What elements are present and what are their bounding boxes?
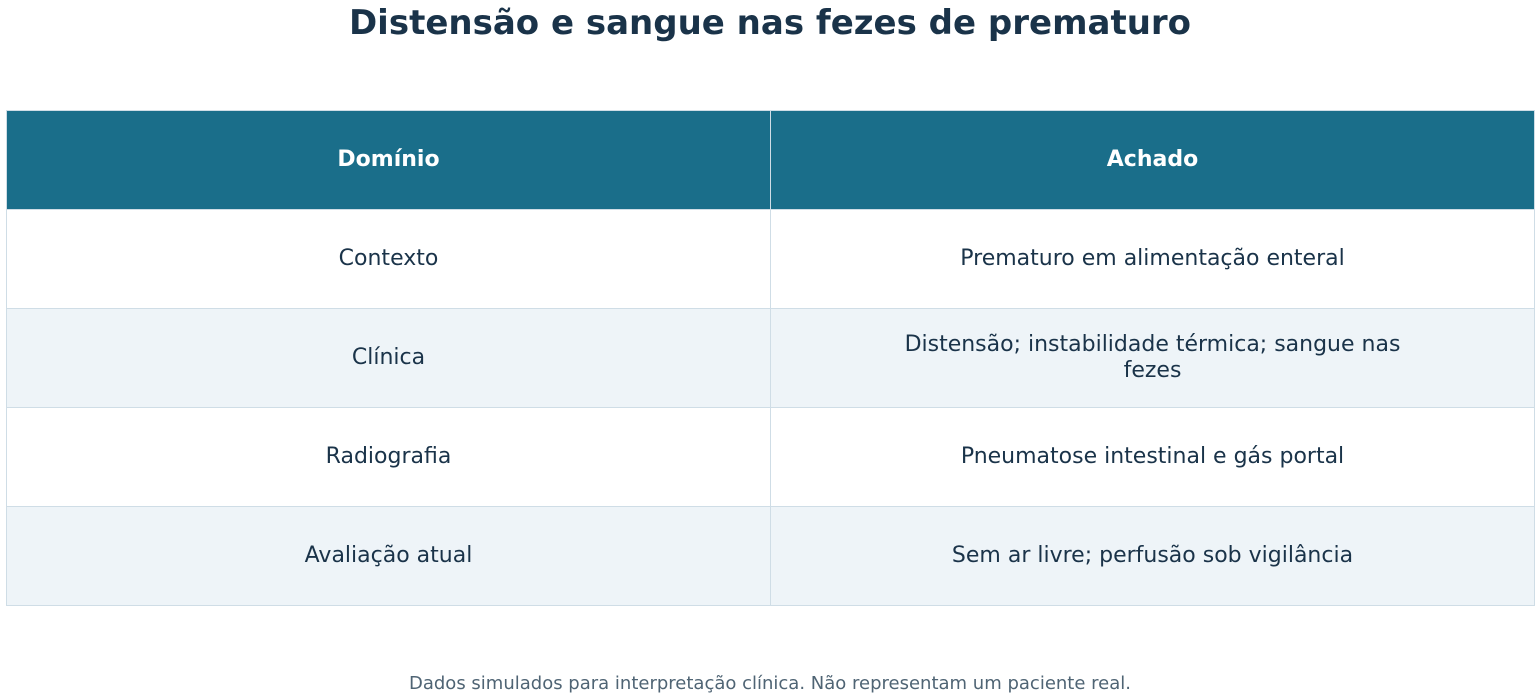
column-header: Domínio — [6, 110, 771, 210]
cell-text: Contexto — [338, 246, 439, 271]
title: Distensão e sangue nas fezes de prematur… — [348, 3, 1192, 43]
table-cell: Clínica — [6, 308, 771, 408]
cell-text: Pneumatose intestinal e gás portal — [960, 444, 1345, 469]
table-row: Contexto Prematuro em alimentação enteral — [6, 209, 1535, 309]
cell-text: Prematuro em alimentação enteral — [960, 246, 1345, 271]
table: Domínio Achado Contexto Prematuro em alime… — [6, 110, 1535, 606]
table-cell: Avaliação atual — [6, 506, 771, 606]
header-row: Domínio Achado — [6, 110, 1535, 210]
footnote: Dados simulados para interpretação clíni… — [408, 673, 1131, 694]
cell-text: Sem ar livre; perfusão sob vigilância — [951, 543, 1354, 568]
cell-text: Radiografia — [325, 444, 452, 469]
table-row: Radiografia Pneumatose intestinal e gás p… — [6, 407, 1535, 507]
column-header: Achado — [770, 110, 1535, 210]
cell-text: Distensão; instabilidade térmica; sangue… — [904, 332, 1401, 383]
table-row: Avaliação atual Sem ar livre; perfusão so… — [6, 506, 1535, 606]
table-cell: Radiografia — [6, 407, 771, 507]
cell-text: Avaliação atual — [304, 543, 473, 568]
cell-text: Clínica — [351, 345, 426, 370]
table-cell: Contexto — [6, 209, 771, 309]
table-row: Clínica Distensão; instabilidade térmica;… — [6, 308, 1535, 408]
table-cell: Pneumatose intestinal e gás portal — [770, 407, 1535, 507]
table-cell: Sem ar livre; perfusão sob vigilância — [770, 506, 1535, 606]
table-cell: Prematuro em alimentação enteral — [770, 209, 1535, 309]
table-cell: Distensão; instabilidade térmica; sangue… — [770, 308, 1535, 408]
